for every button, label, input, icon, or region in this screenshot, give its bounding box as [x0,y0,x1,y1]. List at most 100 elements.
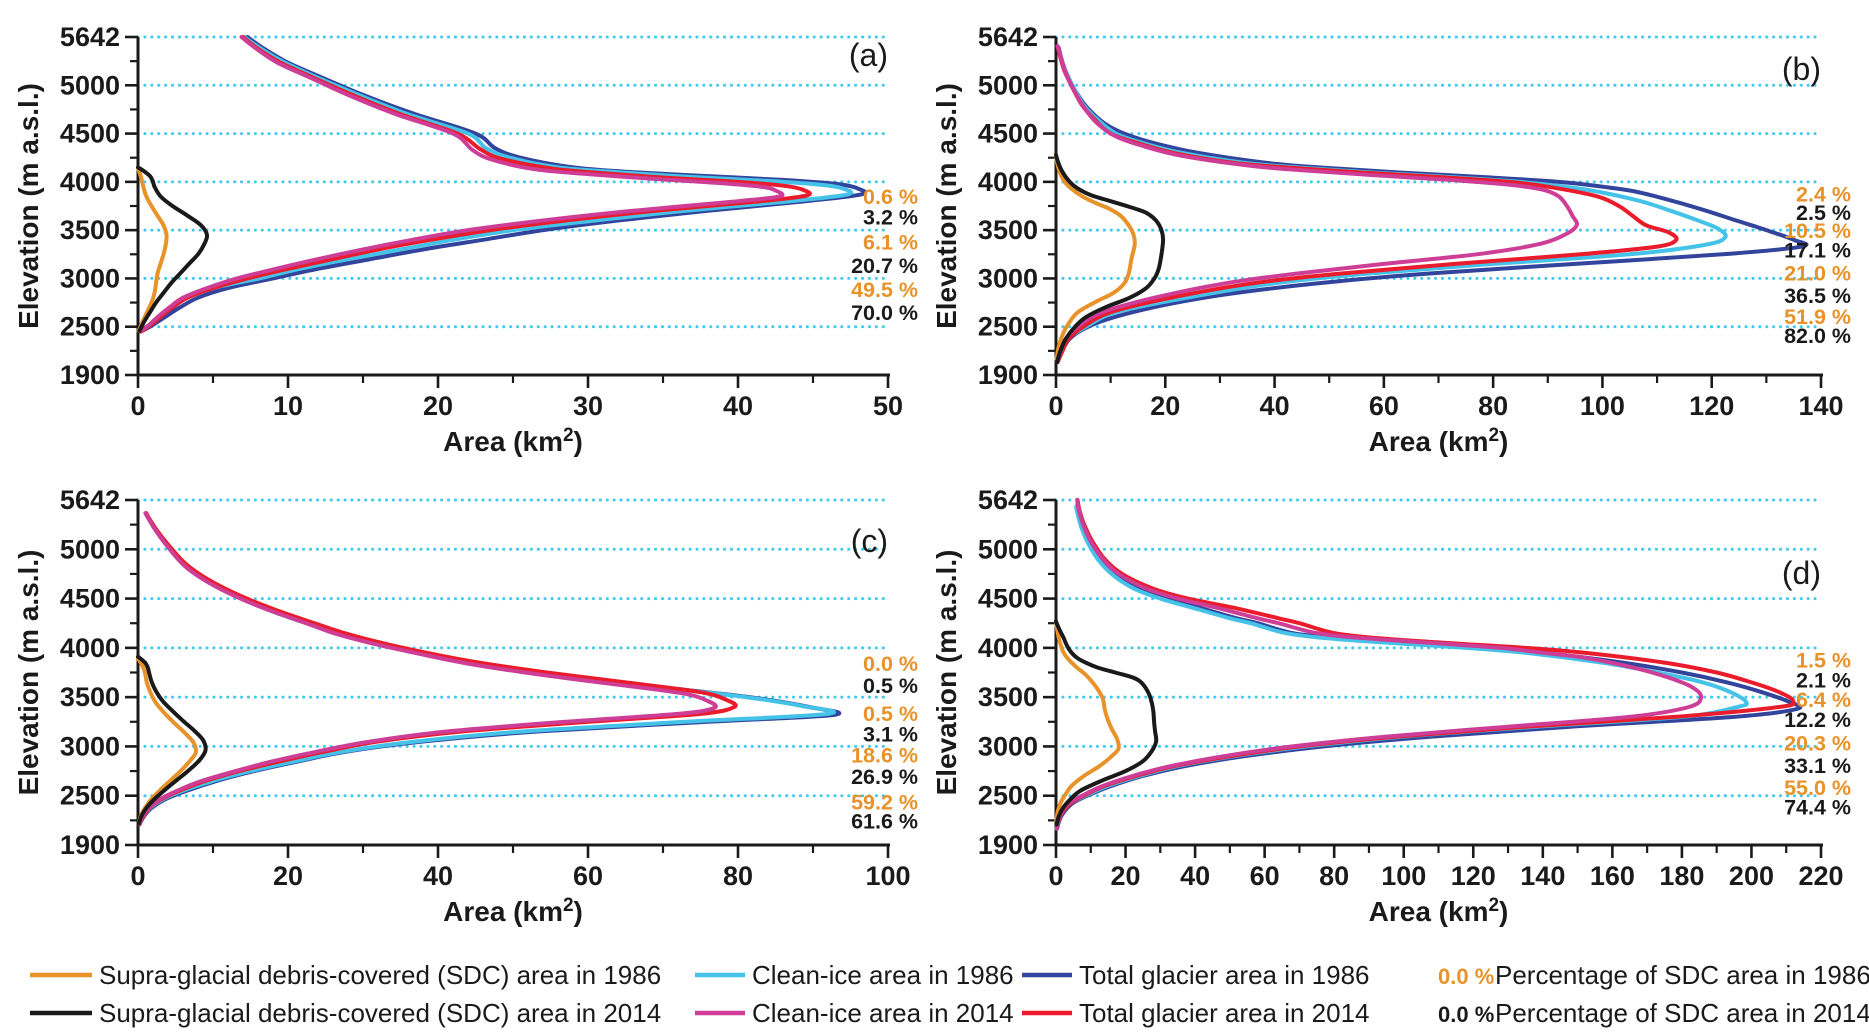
y-tick-label: 5000 [978,70,1038,100]
sdc-percent-label: 2.4 % [1796,182,1851,206]
x-tick-label: 100 [1580,391,1625,421]
panel-b: 1900 2500 3000 3500 4000 4500 5000 5642 0 20 40 60 8… [931,22,1851,457]
x-tick-label: 140 [1798,391,1843,421]
x-tick-label: 80 [1319,861,1349,891]
sdc-percent-label: 2.5 % [1796,201,1851,225]
y-tick-label: 2500 [60,781,120,811]
x-tick-label: 160 [1590,861,1635,891]
y-tick-label: 1900 [978,830,1038,860]
series-clean_ice_area_1986-line [1055,44,1728,365]
series-sdc_area_2014-line [136,654,208,826]
y-axis-title: Elevation (m a.s.l.) [13,83,44,329]
panel-d: 1900 2500 3000 3500 4000 4500 5000 5642 0 20 40 60 8… [931,485,1851,927]
y-tick-label: 1900 [60,830,120,860]
y-tick-label: 4500 [978,584,1038,614]
gridlines [1054,35,1823,329]
y-tick-label: 3500 [978,215,1038,245]
x-tick-label: 10 [273,391,303,421]
sdc-percent-label: 51.9 % [1784,305,1851,329]
x-axis-title: Area (km2) [443,425,583,457]
y-tick-label: 1900 [60,360,120,390]
gridlines [136,498,890,798]
series-sdc_area_1986-line [1054,153,1137,361]
y-tick-label: 2500 [978,781,1038,811]
sdc-percent-label: 0.6 % [863,185,918,209]
x-tick-label: 60 [1369,391,1399,421]
legend-pct-sample: 0.0 % [1438,964,1494,989]
sdc-percent-label: 18.6 % [851,743,918,767]
y-axis-title: Elevation (m a.s.l.) [931,83,962,329]
x-tick-label: 120 [1689,391,1734,421]
series-sdc_area_2014-line [1054,152,1166,365]
series-total_glacier_area_2014-line [1055,44,1679,365]
x-tick-label: 20 [1111,861,1141,891]
y-tick-label: 4000 [60,167,120,197]
sdc-percent-label: 33.1 % [1784,754,1851,778]
legend-label: Supra-glacial debris-covered (SDC) area … [99,960,661,990]
series-sdc_area_1986-line [136,165,169,333]
y-tick-label: 3000 [60,263,120,293]
x-tick-label: 30 [573,391,603,421]
x-tick-label: 80 [1478,391,1508,421]
y-tick-label: 3500 [60,215,120,245]
y-tick-label: 3500 [978,682,1038,712]
x-tick-label: 200 [1729,861,1774,891]
x-tick-label: 40 [1180,861,1210,891]
legend-label: Clean-ice area in 2014 [752,998,1014,1028]
legend-label: Supra-glacial debris-covered (SDC) area … [99,998,661,1028]
y-tick-label: 5642 [60,485,120,515]
y-tick-label: 3000 [978,731,1038,761]
y-tick-label: 4000 [978,633,1038,663]
sdc-percent-label: 3.1 % [863,723,918,747]
sdc-percent-label: 74.4 % [1784,795,1851,819]
y-tick-label: 4500 [978,119,1038,149]
legend-pct-sample: 0.0 % [1438,1002,1494,1027]
x-tick-label: 20 [423,391,453,421]
y-tick-label: 5642 [978,485,1038,515]
sdc-percent-label: 1.5 % [1796,649,1851,673]
legend-label: Clean-ice area in 1986 [752,960,1014,990]
x-tick-label: 20 [1150,391,1180,421]
legend-label: Total glacier area in 1986 [1079,960,1370,990]
legend-row-2: Supra-glacial debris-covered (SDC) area … [30,998,1869,1028]
series-total_glacier_area_1986-line [1055,45,1809,365]
sdc-percent-label: 26.9 % [851,765,918,789]
x-tick-label: 50 [873,391,903,421]
sdc-percent-label: 20.7 % [851,254,918,278]
sdc-percent-label: 0.0 % [863,652,918,676]
y-tick-label: 3500 [60,682,120,712]
y-tick-label: 5642 [60,22,120,52]
legend-label: Total glacier area in 2014 [1079,998,1370,1028]
x-tick-label: 100 [1381,861,1426,891]
sdc-percent-label: 55.0 % [1784,776,1851,800]
series-sdc_area_2014-line [1054,619,1159,827]
panel-letter-d: (d) [1782,555,1821,591]
series-clean_ice_area_2014-line [139,35,785,333]
y-tick-label: 4000 [60,633,120,663]
sdc-percent-label: 70.0 % [851,301,918,325]
sdc-percent-label: 21.0 % [1784,262,1851,286]
x-tick-label: 0 [130,391,145,421]
series-clean_ice_area_2014-line [1055,44,1579,365]
x-tick-label: 100 [865,861,910,891]
panel-c: 1900 2500 3000 3500 4000 4500 5000 5642 0 20 40 60 8… [13,485,918,927]
y-tick-label: 5000 [60,534,120,564]
y-tick-label: 5000 [60,70,120,100]
sdc-percent-label: 6.4 % [1796,688,1851,712]
x-tick-label: 40 [723,391,753,421]
sdc-percent-label: 2.1 % [1796,668,1851,692]
x-tick-label: 60 [573,861,603,891]
series-sdc_area_1986-line [136,656,198,826]
x-tick-label: 40 [423,861,453,891]
panel-letter-c: (c) [851,523,888,559]
x-axis-title: Area (km2) [1369,895,1509,927]
x-tick-label: 180 [1659,861,1704,891]
x-tick-label: 0 [1048,861,1063,891]
x-tick-label: 60 [1250,861,1280,891]
sdc-percent-label: 3.2 % [863,206,918,230]
y-axis-title: Elevation (m a.s.l.) [931,550,962,796]
sdc-percent-label: 20.3 % [1784,731,1851,755]
series-clean_ice_area_2014-line [137,511,718,827]
